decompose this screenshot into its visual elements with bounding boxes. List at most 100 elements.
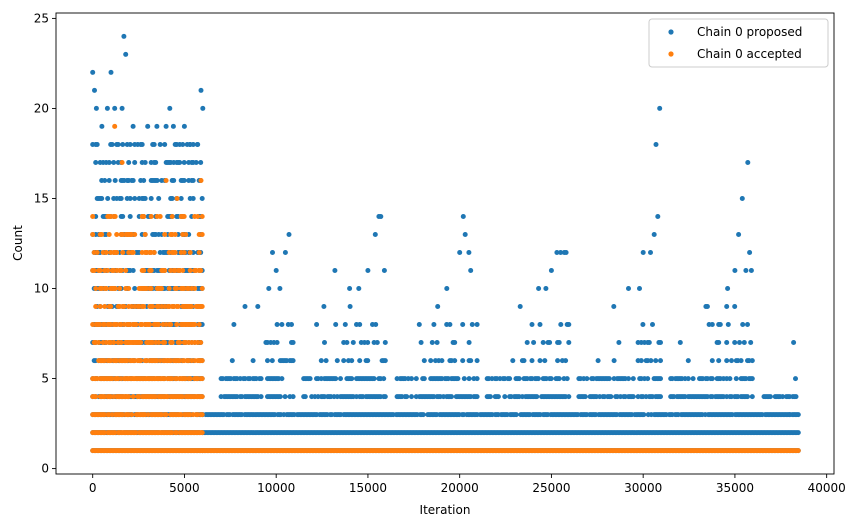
proposed-point — [727, 376, 733, 382]
legend-marker-accepted — [668, 51, 674, 57]
proposed-point — [274, 322, 280, 327]
proposed-point — [181, 123, 187, 129]
proposed-point — [566, 340, 572, 345]
accepted-point — [172, 250, 178, 255]
proposed-point — [685, 358, 691, 364]
proposed-point — [460, 322, 466, 327]
y-tick-label: 15 — [34, 191, 49, 205]
proposed-point — [190, 196, 196, 201]
proposed-point — [745, 394, 750, 400]
accepted-point — [114, 250, 120, 255]
proposed-point — [460, 214, 466, 219]
proposed-point — [258, 376, 264, 382]
proposed-point — [487, 394, 493, 400]
legend-marker-proposed — [668, 29, 674, 35]
proposed-point — [716, 340, 722, 345]
proposed-point — [171, 178, 177, 183]
accepted-point — [102, 304, 108, 309]
proposed-point — [466, 376, 472, 382]
y-tick-label: 25 — [34, 11, 49, 25]
proposed-point — [108, 69, 114, 75]
x-tick-label: 35000 — [716, 481, 754, 495]
accepted-point — [118, 340, 124, 345]
proposed-point — [350, 340, 356, 345]
proposed-point — [542, 358, 548, 364]
accepted-point — [112, 286, 118, 291]
proposed-point — [378, 214, 384, 219]
proposed-point — [729, 358, 734, 364]
proposed-point — [99, 123, 105, 129]
proposed-point — [421, 376, 427, 382]
accepted-point — [112, 123, 118, 129]
proposed-point — [716, 358, 722, 364]
proposed-point — [118, 196, 124, 201]
proposed-point — [690, 376, 696, 382]
proposed-point — [767, 394, 773, 400]
accepted-point — [192, 286, 198, 291]
proposed-point — [132, 286, 138, 291]
proposed-point — [540, 340, 546, 345]
proposed-point — [737, 340, 742, 345]
proposed-point — [148, 196, 154, 201]
proposed-point — [428, 358, 434, 364]
proposed-point — [648, 250, 653, 255]
proposed-point — [732, 304, 738, 309]
proposed-point — [547, 340, 553, 345]
x-tick-label: 5000 — [169, 481, 200, 495]
proposed-point — [554, 250, 560, 255]
proposed-point — [282, 394, 288, 400]
accepted-point — [172, 232, 178, 237]
accepted-point — [195, 214, 201, 219]
proposed-point — [92, 87, 97, 93]
proposed-point — [638, 358, 644, 364]
proposed-point — [795, 412, 801, 418]
proposed-point — [513, 412, 519, 418]
proposed-point — [338, 376, 343, 382]
proposed-point — [112, 105, 118, 111]
proposed-point — [474, 322, 480, 327]
proposed-point — [534, 394, 540, 400]
proposed-point — [556, 340, 562, 345]
proposed-point — [740, 322, 746, 327]
proposed-point — [154, 123, 160, 129]
accepted-point — [118, 268, 124, 273]
proposed-point — [357, 322, 363, 327]
proposed-point — [516, 376, 522, 382]
proposed-point — [709, 358, 715, 364]
proposed-point — [198, 87, 204, 93]
proposed-point — [286, 232, 292, 237]
proposed-point — [130, 178, 136, 183]
proposed-point — [529, 322, 535, 327]
proposed-point — [169, 196, 175, 201]
proposed-point — [269, 358, 275, 364]
proposed-point — [749, 358, 755, 364]
proposed-point — [507, 376, 513, 382]
proposed-point — [381, 376, 387, 382]
proposed-point — [106, 160, 112, 165]
accepted-point — [133, 322, 139, 327]
proposed-point — [255, 304, 261, 309]
proposed-point — [749, 376, 755, 382]
proposed-point — [616, 340, 622, 345]
proposed-point — [365, 340, 371, 345]
proposed-point — [289, 322, 294, 327]
proposed-point — [413, 376, 419, 382]
proposed-point — [658, 394, 663, 400]
proposed-point — [745, 322, 750, 327]
accepted-point — [94, 250, 100, 255]
proposed-point — [141, 178, 147, 183]
accepted-point — [199, 394, 205, 400]
x-tick-label: 15000 — [349, 481, 387, 495]
proposed-point — [434, 340, 440, 345]
accepted-point — [199, 286, 205, 291]
accepted-point — [106, 232, 112, 237]
proposed-point — [194, 142, 200, 147]
proposed-point — [658, 340, 663, 345]
proposed-point — [648, 358, 654, 364]
accepted-point — [174, 286, 180, 291]
proposed-point — [282, 250, 288, 255]
proposed-point — [170, 123, 176, 129]
proposed-point — [611, 304, 617, 309]
accepted-point — [97, 268, 103, 273]
proposed-point — [382, 394, 388, 400]
